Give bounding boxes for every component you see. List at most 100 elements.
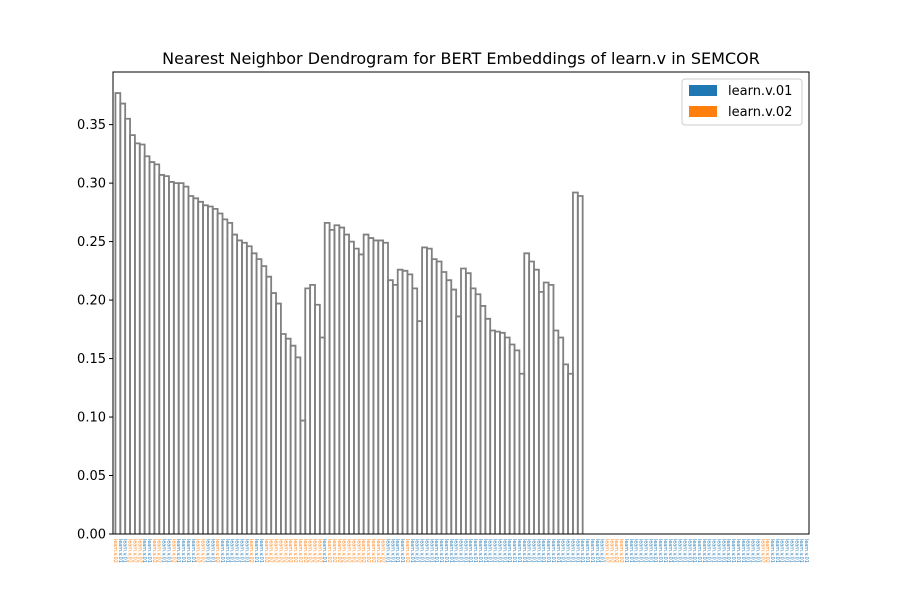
leaf-label: learn.v.02	[297, 539, 303, 563]
leaf-label: learn.v.01	[633, 539, 639, 563]
leaf-label: learn.v.01	[487, 539, 493, 563]
leaf-label: learn.v.01	[526, 539, 532, 563]
legend-label-learn-v-02: learn.v.02	[728, 105, 792, 120]
leaf-label: learn.v.01	[399, 539, 405, 563]
leaf-label: learn.v.01	[662, 539, 668, 563]
leaf-label: learn.v.01	[623, 539, 629, 563]
leaf-label: learn.v.02	[112, 539, 118, 563]
y-tick-label: 0.20	[77, 294, 106, 309]
leaf-label: learn.v.01	[677, 539, 683, 563]
leaf-label: learn.v.01	[438, 539, 444, 563]
dendrogram-links	[114, 92, 584, 534]
leaf-label: learn.v.01	[224, 539, 230, 563]
leaf-label: learn.v.02	[404, 539, 410, 563]
leaf-label: learn.v.01	[798, 539, 804, 563]
leaf-label: learn.v.01	[686, 539, 692, 563]
leaf-label: learn.v.01	[204, 539, 210, 563]
leaf-label: learn.v.01	[443, 539, 449, 563]
leaf-label: learn.v.01	[555, 539, 561, 563]
leaf-label: learn.v.01	[492, 539, 498, 563]
leaf-label: learn.v.01	[472, 539, 478, 563]
leaf-label: learn.v.02	[336, 539, 342, 563]
leaf-label: learn.v.02	[263, 539, 269, 563]
leaf-label: learn.v.01	[642, 539, 648, 563]
leaf-label: learn.v.01	[730, 539, 736, 563]
leaf-label: learn.v.02	[311, 539, 317, 563]
leaf-label: learn.v.01	[161, 539, 167, 563]
leaf-label: learn.v.02	[370, 539, 376, 563]
y-tick-label: 0.30	[77, 177, 106, 192]
leaf-label: learn.v.01	[657, 539, 663, 563]
leaf-label: learn.v.01	[550, 539, 556, 563]
leaf-label: learn.v.01	[219, 539, 225, 563]
leaf-label: learn.v.02	[360, 539, 366, 563]
leaf-label: learn.v.02	[613, 539, 619, 563]
leaf-label: learn.v.01	[448, 539, 454, 563]
y-tick-label: 0.05	[77, 469, 106, 484]
leaf-label: learn.v.02	[618, 539, 624, 563]
leaf-label: learn.v.01	[428, 539, 434, 563]
leaf-label: learn.v.01	[735, 539, 741, 563]
leaf-label: learn.v.01	[253, 539, 259, 563]
leaf-label: learn.v.02	[214, 539, 220, 563]
leaf-label: learn.v.02	[170, 539, 176, 563]
leaf-label: learn.v.01	[667, 539, 673, 563]
leaf-label: learn.v.01	[599, 539, 605, 563]
leaf-label: learn.v.01	[501, 539, 507, 563]
leaf-label: learn.v.01	[706, 539, 712, 563]
leaf-label: learn.v.01	[565, 539, 571, 563]
dendrogram-link	[576, 195, 584, 534]
leaf-label: learn.v.01	[803, 539, 809, 563]
leaf-label: learn.v.02	[200, 539, 206, 563]
leaf-label: learn.v.02	[355, 539, 361, 563]
leaf-label: learn.v.01	[419, 539, 425, 563]
chart-title: Nearest Neighbor Dendrogram for BERT Emb…	[162, 49, 760, 68]
leaf-label: learn.v.01	[433, 539, 439, 563]
leaf-label: learn.v.02	[131, 539, 137, 563]
leaf-label: learn.v.01	[175, 539, 181, 563]
leaf-label: learn.v.01	[409, 539, 415, 563]
leaf-label: learn.v.01	[788, 539, 794, 563]
leaf-label: learn.v.02	[282, 539, 288, 563]
y-axis: 0.00 0.05 0.10 0.15 0.20 0.25 0.30 0.35	[77, 118, 113, 543]
leaf-label: learn.v.01	[141, 539, 147, 563]
leaf-label: learn.v.01	[511, 539, 517, 563]
leaf-label: learn.v.01	[725, 539, 731, 563]
leaf-label: learn.v.01	[715, 539, 721, 563]
leaf-label: learn.v.01	[535, 539, 541, 563]
leaf-label: learn.v.01	[146, 539, 152, 563]
legend-swatch-learn-v-02	[689, 106, 717, 117]
leaf-label: learn.v.02	[151, 539, 157, 563]
y-tick-label: 0.10	[77, 411, 106, 426]
leaf-label: learn.v.02	[277, 539, 283, 563]
leaf-label: learn.v.01	[458, 539, 464, 563]
leaf-label: learn.v.01	[647, 539, 653, 563]
leaf-label: learn.v.02	[346, 539, 352, 563]
leaf-label: learn.v.01	[672, 539, 678, 563]
leaf-label: learn.v.01	[462, 539, 468, 563]
leaf-label: learn.v.02	[268, 539, 274, 563]
leaf-label: learn.v.01	[423, 539, 429, 563]
leaf-label: learn.v.02	[195, 539, 201, 563]
leaf-label: learn.v.01	[234, 539, 240, 563]
leaf-label: learn.v.02	[287, 539, 293, 563]
y-tick-label: 0.35	[77, 118, 106, 133]
leaf-label: learn.v.01	[122, 539, 128, 563]
leaf-label: learn.v.01	[521, 539, 527, 563]
leaf-label: learn.v.01	[467, 539, 473, 563]
plot-area-frame	[112, 71, 810, 535]
legend-label-learn-v-01: learn.v.01	[728, 84, 792, 99]
leaf-label: learn.v.01	[209, 539, 215, 563]
leaf-label: learn.v.01	[384, 539, 390, 563]
leaf-label: learn.v.01	[769, 539, 775, 563]
leaf-label: learn.v.02	[365, 539, 371, 563]
leaf-label: learn.v.01	[482, 539, 488, 563]
leaf-label: learn.v.02	[375, 539, 381, 563]
leaf-label: learn.v.01	[784, 539, 790, 563]
leaf-label: learn.v.01	[516, 539, 522, 563]
leaf-label: learn.v.01	[793, 539, 799, 563]
leaf-label: learn.v.01	[477, 539, 483, 563]
leaf-label: learn.v.02	[604, 539, 610, 563]
